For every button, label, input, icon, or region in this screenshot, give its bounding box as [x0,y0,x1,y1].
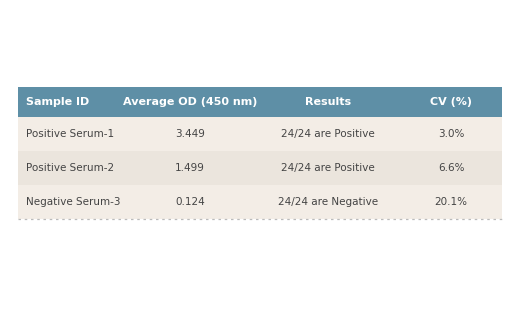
Text: CV (%): CV (%) [430,97,472,107]
FancyBboxPatch shape [18,87,502,117]
Text: Results: Results [305,97,351,107]
FancyBboxPatch shape [18,185,502,219]
Text: Average OD (450 nm): Average OD (450 nm) [123,97,257,107]
FancyBboxPatch shape [18,117,502,151]
Text: 6.6%: 6.6% [438,163,464,173]
Text: Positive Serum-2: Positive Serum-2 [26,163,114,173]
Text: 0.124: 0.124 [175,197,205,207]
Text: Negative Serum-3: Negative Serum-3 [26,197,121,207]
Text: 24/24 are Positive: 24/24 are Positive [281,129,374,139]
Text: 3.449: 3.449 [175,129,205,139]
Text: Sample ID: Sample ID [26,97,89,107]
FancyBboxPatch shape [18,151,502,185]
Text: 3.0%: 3.0% [438,129,464,139]
Text: 24/24 are Positive: 24/24 are Positive [281,163,374,173]
Text: Positive Serum-1: Positive Serum-1 [26,129,114,139]
Text: 1.499: 1.499 [175,163,205,173]
Text: 20.1%: 20.1% [435,197,467,207]
Text: 24/24 are Negative: 24/24 are Negative [278,197,378,207]
